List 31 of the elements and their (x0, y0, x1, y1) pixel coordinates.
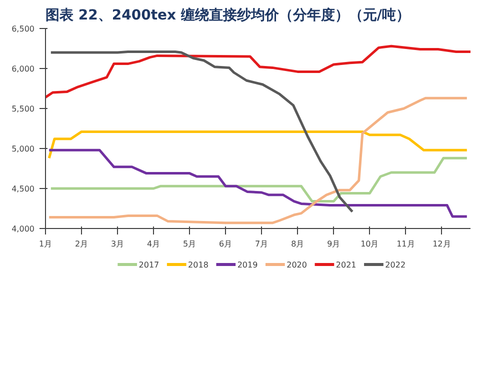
chart-title: 图表 22、2400tex 缠绕直接纱均价（分年度）（元/吨） (46, 6, 410, 24)
y-tick-label: 6,500 (12, 24, 35, 34)
x-tick-label: 2月 (74, 240, 88, 248)
x-tick-label: 8月 (291, 240, 304, 248)
line-series (48, 96, 468, 224)
legend-label: 2020 (286, 260, 307, 270)
x-tick-label: 1月 (38, 240, 52, 248)
line-series (50, 50, 354, 213)
x-tick-label: 7月 (255, 240, 268, 248)
x-tick-label: 11月 (396, 240, 415, 248)
y-tick-label: 5,500 (12, 104, 35, 114)
line-series (46, 44, 470, 99)
y-tick-label: 4,000 (12, 224, 35, 234)
x-tick-label: 3月 (110, 240, 124, 248)
legend-label: 2022 (385, 260, 406, 270)
x-tick-label: 9月 (327, 240, 340, 248)
x-tick-label: 12月 (432, 240, 451, 248)
x-tick-label: 4月 (147, 240, 160, 248)
line-series (48, 130, 468, 160)
x-tick-label: 5月 (183, 240, 196, 248)
x-tick-label: 10月 (360, 240, 379, 248)
y-tick-label: 6,000 (12, 64, 35, 74)
line-series (48, 148, 468, 218)
legend-label: 2017 (138, 260, 160, 270)
legend-label: 2019 (237, 260, 258, 270)
x-tick-label: 6月 (219, 240, 232, 248)
y-tick-label: 5,000 (12, 144, 35, 154)
legend-label: 2021 (336, 260, 356, 270)
legend-label: 2018 (188, 260, 208, 270)
line-series (50, 156, 468, 203)
y-tick-label: 4,500 (12, 184, 35, 194)
